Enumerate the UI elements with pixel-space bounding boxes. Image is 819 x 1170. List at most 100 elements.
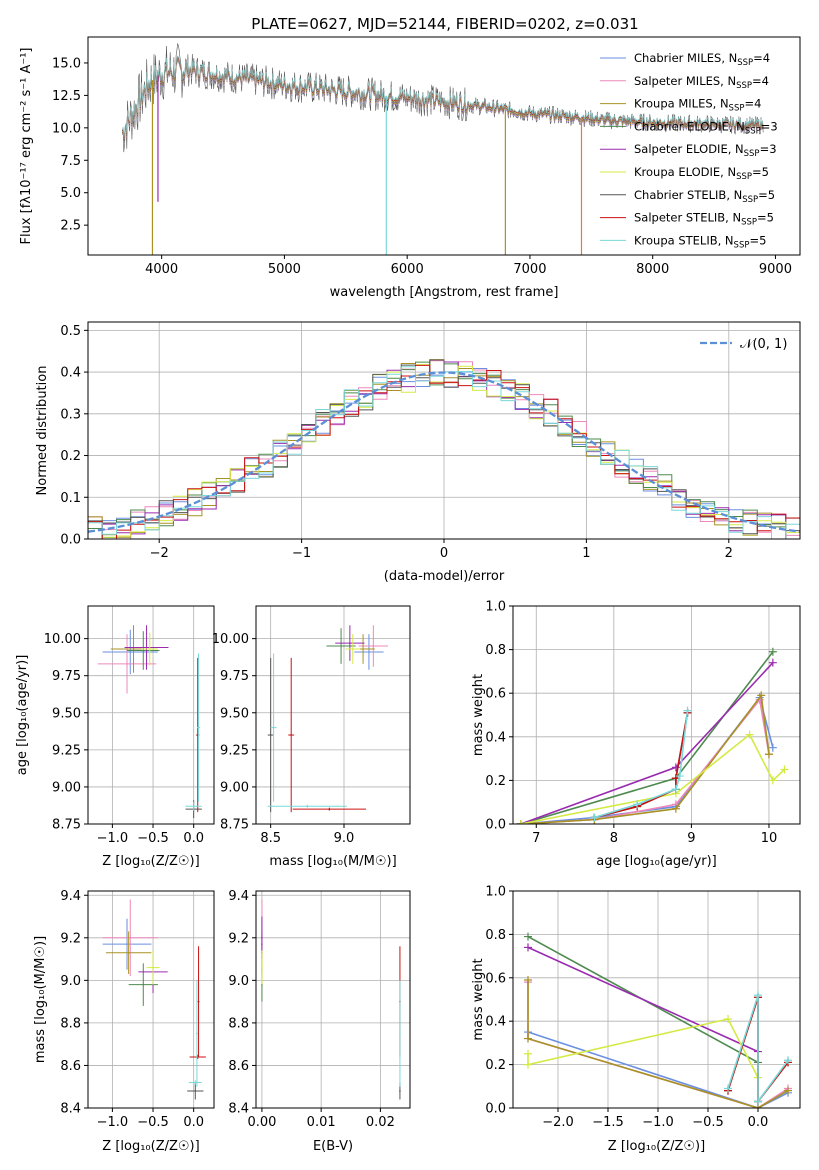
y-axis-label: mass [log₁₀(M/M☉)] xyxy=(33,936,48,1063)
data-point xyxy=(196,1032,198,1035)
data-point xyxy=(192,805,195,808)
plot-area xyxy=(261,899,401,1100)
x-tick-label: −0.5 xyxy=(137,1115,169,1130)
y-axis-label: age [log₁₀(age/yr)] xyxy=(15,655,30,776)
ticks: −1.0 −0.5 0.0 8.4 8.6 8.8 9.0 9.2 9.4 xyxy=(60,889,204,1130)
weight-line xyxy=(727,994,789,1104)
grid-lines xyxy=(513,605,800,825)
data-point xyxy=(352,648,354,650)
legend-subscript: SSP xyxy=(736,81,752,91)
panel-weight_vs_age: 7 8 9 10 0.0 0.2 0.4 0.6 0.8 1.0 age [log₁₀(age/yr… xyxy=(471,600,801,869)
panel-spectrum: 4000 5000 6000 7000 8000 9000 2.5 5.0 7.5 10.0 12.… xyxy=(19,36,801,300)
legend-label: 𝒩(0, 1) xyxy=(740,337,787,352)
legend-count: =5 xyxy=(752,165,769,179)
normal-curve xyxy=(88,371,800,533)
plot-area xyxy=(97,625,202,819)
weight-marker xyxy=(724,1084,732,1093)
y-tick-label: 0.4 xyxy=(485,1015,506,1030)
legend-count: =4 xyxy=(744,97,761,111)
weight-marker xyxy=(768,776,777,785)
data-point xyxy=(340,645,342,647)
weight-line xyxy=(520,693,770,824)
panel-mass_vs_Z: −1.0 −0.5 0.0 8.4 8.6 8.8 9.0 9.2 9.4 Z [log₁₀(Z/… xyxy=(33,889,215,1154)
weight-marker xyxy=(768,647,777,656)
weight-marker xyxy=(524,943,532,952)
ticks: −1.0 −0.5 0.0 8.75 9.00 9.25 9.50 9.75 10.00 xyxy=(44,632,204,846)
histogram-salpeter-stelib xyxy=(88,364,800,539)
x-tick-label: 9000 xyxy=(759,262,792,277)
weight-marker xyxy=(768,658,777,667)
x-tick-label: 7000 xyxy=(513,262,546,277)
x-tick-label: −1.5 xyxy=(592,1115,624,1130)
weight-line xyxy=(527,1018,759,1078)
weight-marker xyxy=(754,991,762,1000)
y-tick-label: 0.4 xyxy=(60,366,81,381)
weight-marker xyxy=(784,1086,792,1095)
legend-count: =4 xyxy=(753,51,770,65)
weight-marker xyxy=(754,1097,762,1106)
weight-line xyxy=(527,946,759,1053)
weight-marker xyxy=(671,785,680,794)
y-tick-label: 7.5 xyxy=(60,154,81,169)
axes-frame xyxy=(87,605,215,825)
weight-marker xyxy=(671,804,680,813)
y-tick-label: 9.50 xyxy=(52,706,81,721)
weight-marker xyxy=(745,730,754,739)
data-point xyxy=(148,648,151,650)
panel-age_vs_mass: 8.5 9.0 8.75 9.00 9.25 9.50 9.75 10.00 mass [log… xyxy=(212,605,411,869)
grid-lines xyxy=(256,891,410,1109)
legend-count: =3 xyxy=(760,142,777,156)
weight-marker xyxy=(633,800,642,809)
data-point xyxy=(197,726,200,729)
weight-marker xyxy=(590,813,599,822)
data-point xyxy=(145,646,148,649)
axes-frame xyxy=(512,605,801,825)
x-axis-label: wavelength [Angstrom, rest frame] xyxy=(330,285,559,300)
y-tick-label: 9.25 xyxy=(52,743,81,758)
x-tick-label: 4000 xyxy=(145,262,178,277)
x-tick-label: 10 xyxy=(761,831,778,846)
panel-age_vs_Z: −1.0 −0.5 0.0 8.75 9.00 9.25 9.50 9.75 10.00 Z [l… xyxy=(15,605,215,869)
grid-lines xyxy=(88,891,214,1109)
y-tick-label: 9.25 xyxy=(220,743,249,758)
x-tick-label: 0.02 xyxy=(366,1115,395,1130)
x-tick-label: 0.0 xyxy=(748,1115,769,1130)
weight-line xyxy=(520,697,770,824)
y-tick-label: 8.6 xyxy=(228,1059,249,1074)
legend-subscript: SSP xyxy=(745,126,761,136)
legend-subscript: SSP xyxy=(741,218,757,228)
x-tick-label: 8 xyxy=(610,831,618,846)
legend-label: Salpeter ELODIE, NSSP=3 xyxy=(634,142,777,159)
x-tick-label: 5000 xyxy=(268,262,301,277)
x-tick-label: −0.5 xyxy=(692,1115,724,1130)
data-point xyxy=(127,951,130,954)
legend-subscript: SSP xyxy=(744,149,760,159)
weight-line xyxy=(594,712,689,819)
data-point xyxy=(197,1000,200,1003)
x-tick-label: 0.0 xyxy=(183,1115,204,1130)
ticks: −2 −1 0 1 2 0.0 0.1 0.2 0.3 0.4 0.5 xyxy=(60,324,733,561)
y-tick-label: 12.5 xyxy=(52,89,81,104)
y-tick-label: 0.2 xyxy=(60,449,81,464)
weight-line xyxy=(520,733,786,824)
x-tick-label: 9 xyxy=(687,831,695,846)
x-axis-label: age [log₁₀(age/yr)] xyxy=(596,854,717,869)
data-point xyxy=(399,1090,401,1092)
legend-label: Kroupa STELIB, NSSP=5 xyxy=(634,233,766,250)
data-point xyxy=(142,649,145,652)
data-point xyxy=(368,651,370,653)
data-point xyxy=(362,648,364,650)
legend-label: Chabrier STELIB, NSSP=5 xyxy=(634,188,775,205)
x-axis-label: Z [log₁₀(Z/Z☉)] xyxy=(102,854,199,869)
y-tick-label: 8.8 xyxy=(60,1016,81,1031)
legend-count: =5 xyxy=(749,233,766,247)
y-tick-label: 9.75 xyxy=(220,669,249,684)
data-point xyxy=(194,1090,197,1092)
x-tick-label: −1.0 xyxy=(97,1115,129,1130)
data-point xyxy=(372,645,375,647)
y-tick-label: 0.0 xyxy=(485,818,506,833)
y-tick-label: 0.6 xyxy=(485,687,506,702)
x-tick-label: 0.0 xyxy=(183,831,204,846)
weight-marker xyxy=(524,932,532,941)
